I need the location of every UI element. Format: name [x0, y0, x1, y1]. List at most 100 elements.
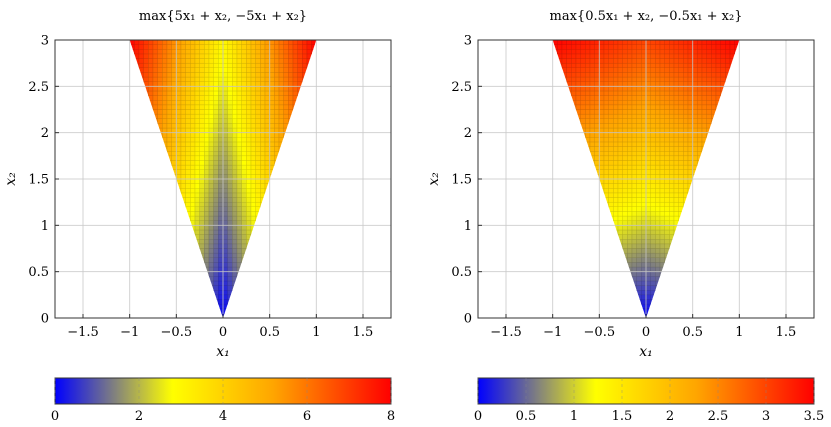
surface-cell: [269, 44, 275, 50]
surface-cell: [599, 53, 605, 59]
surface-cell: [697, 81, 703, 87]
surface-cell: [274, 58, 280, 64]
surface-cell: [725, 53, 731, 59]
surface-cell: [232, 113, 238, 119]
surface-cell: [641, 81, 647, 87]
surface-cell: [190, 90, 196, 96]
surface-cell: [580, 109, 586, 115]
surface-cell: [194, 109, 200, 115]
surface-cell: [594, 104, 600, 110]
surface-cell: [617, 164, 623, 170]
surface-cell: [199, 188, 205, 194]
surface-cell: [255, 188, 261, 194]
surface-cell: [701, 53, 707, 59]
surface-cell: [678, 150, 684, 157]
surface-cell: [673, 132, 679, 138]
surface-cell: [246, 215, 252, 221]
surface-cell: [129, 49, 135, 55]
surface-cell: [636, 90, 642, 96]
surface-cell: [711, 49, 717, 55]
surface-cell: [246, 118, 252, 124]
surface-cell: [288, 118, 294, 124]
surface-cell: [162, 113, 168, 119]
surface-cell: [697, 141, 703, 147]
surface-cell: [636, 211, 642, 217]
surface-cell: [603, 62, 609, 69]
surface-cell: [711, 40, 717, 45]
surface-cell: [631, 280, 637, 286]
surface-cell: [636, 44, 642, 50]
surface-cell: [232, 290, 238, 296]
surface-cell: [552, 44, 558, 50]
surface-cell: [204, 220, 210, 226]
surface-cell: [227, 169, 233, 175]
surface-cell: [599, 127, 605, 133]
surface-cell: [278, 62, 284, 69]
surface-cell: [575, 72, 581, 78]
surface-cell: [199, 62, 205, 69]
surface-cell: [678, 215, 684, 221]
surface-cell: [659, 225, 665, 231]
surface-cell: [664, 225, 670, 231]
surface-cell: [222, 132, 228, 138]
surface-cell: [617, 220, 623, 226]
surface-cell: [171, 76, 177, 82]
surface-cell: [180, 174, 186, 180]
surface-cell: [199, 266, 205, 272]
surface-cell: [687, 188, 693, 194]
surface-cell: [148, 95, 154, 101]
surface-cell: [208, 109, 214, 115]
surface-cell: [715, 72, 721, 78]
surface-cell: [162, 67, 168, 73]
surface-cell: [617, 76, 623, 82]
surface-cell: [208, 229, 214, 235]
surface-cell: [659, 100, 665, 106]
surface-cell: [208, 100, 214, 106]
surface-cell: [636, 229, 642, 235]
surface-cell: [157, 118, 163, 124]
surface-cell: [655, 90, 661, 96]
surface-cell: [185, 215, 191, 221]
surface-cell: [678, 211, 684, 217]
surface-cell: [236, 146, 242, 152]
surface-cell: [297, 95, 303, 101]
surface-cell: [631, 44, 637, 50]
surface-cell: [664, 123, 670, 129]
surface-cell: [199, 225, 205, 231]
surface-cell: [678, 58, 684, 64]
surface-cell: [162, 95, 168, 101]
surface-cell: [171, 81, 177, 87]
surface-cell: [236, 113, 242, 119]
surface-cell: [157, 62, 163, 69]
surface-cell: [617, 188, 623, 194]
surface-cell: [208, 220, 214, 226]
surface-cell: [274, 160, 280, 166]
surface-cell: [664, 81, 670, 87]
surface-cell: [664, 53, 670, 59]
surface-cell: [613, 146, 619, 152]
surface-cell: [232, 271, 238, 277]
surface-cell: [641, 118, 647, 124]
surface-cell: [687, 118, 693, 124]
surface-cell: [617, 100, 623, 106]
surface-cell: [250, 104, 256, 110]
surface-cell: [199, 174, 205, 180]
y-tick-label: 1.5: [28, 173, 49, 188]
surface-cell: [683, 72, 689, 78]
surface-cell: [162, 53, 168, 59]
surface-cell: [288, 90, 294, 96]
surface-cell: [622, 183, 628, 189]
surface-cell: [199, 169, 205, 175]
surface-cell: [599, 72, 605, 78]
surface-cell: [190, 141, 196, 147]
surface-cell: [650, 90, 656, 96]
surface-cell: [697, 127, 703, 133]
surface-cell: [264, 113, 270, 119]
surface-cell: [641, 276, 647, 282]
surface-cell: [218, 72, 224, 78]
surface-cell: [673, 58, 679, 64]
surface-cell: [241, 95, 247, 101]
surface-cell: [622, 229, 628, 235]
surface-cell: [636, 215, 642, 221]
surface-cell: [599, 169, 605, 175]
